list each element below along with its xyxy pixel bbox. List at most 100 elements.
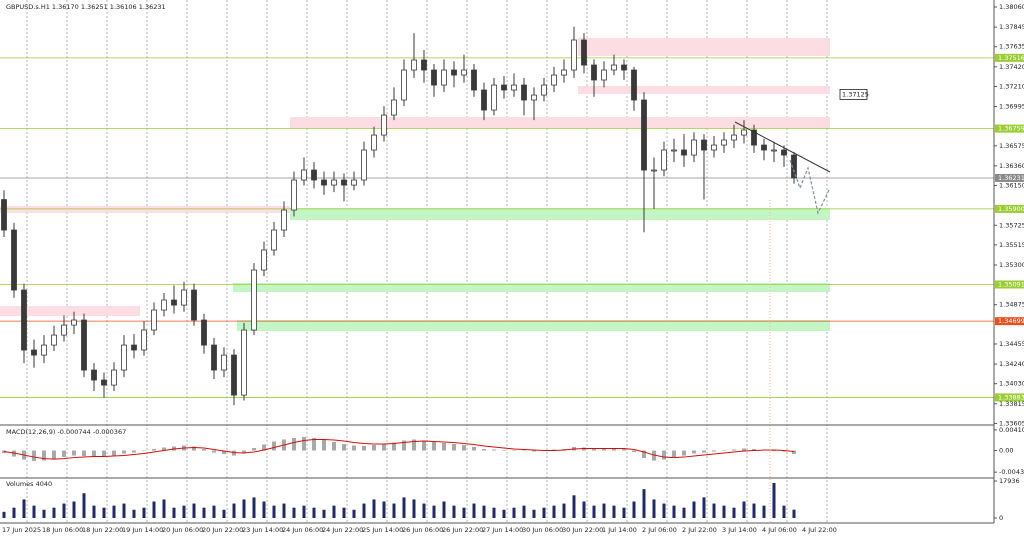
x-tick-label: 27 Jun 14:00	[482, 526, 523, 534]
candle-body	[401, 69, 407, 101]
volume-bar	[112, 505, 116, 518]
macd-bar	[32, 450, 36, 462]
volume-bar	[762, 505, 766, 518]
macd-bar	[512, 450, 516, 451]
volume-bar	[22, 499, 26, 518]
candle-body	[741, 129, 747, 136]
macd-bar	[462, 445, 466, 451]
volume-bar	[372, 499, 376, 518]
volume-bar	[362, 503, 366, 518]
volume-bar	[302, 505, 306, 518]
volume-bar	[312, 507, 316, 518]
macd-bar	[742, 448, 746, 451]
candle-body	[481, 89, 487, 111]
x-tick-label: 18 Jun 06:00	[42, 526, 83, 534]
price-level-tag	[995, 317, 1024, 326]
price-level-label: 1.37516	[998, 54, 1024, 62]
y-tick-label: 1.37420	[999, 63, 1024, 71]
volume-bar	[562, 503, 566, 518]
volume-bar	[712, 503, 716, 518]
projection-path	[789, 159, 831, 215]
y-tick-label: 1.36150	[999, 182, 1024, 190]
candle-body	[21, 289, 27, 351]
volume-bar	[582, 501, 586, 518]
chart-title: GBPUSD.s.H1 1.36170 1.36251 1.36106 1.36…	[6, 3, 166, 11]
signal-line	[3, 438, 795, 460]
volume-bar	[742, 501, 746, 518]
candle-body	[661, 149, 667, 171]
price-level-tag	[995, 393, 1024, 402]
candle-body	[561, 69, 567, 76]
volume-bar	[632, 501, 636, 518]
price-level-label: 1.35091	[998, 281, 1024, 289]
candle-body	[701, 139, 707, 151]
candle-body	[551, 74, 557, 86]
volume-bar	[352, 509, 356, 518]
volume-bar	[12, 507, 16, 518]
macd-bar	[712, 450, 716, 452]
macd-bar	[292, 437, 296, 451]
volume-bar	[512, 507, 516, 518]
candle-body	[1, 199, 7, 231]
macd-bar	[52, 450, 56, 460]
y-tick-label: 1.34875	[999, 301, 1024, 309]
volume-bar	[322, 509, 326, 518]
y-tick-label: 1.38060	[999, 3, 1024, 11]
macd-bar	[372, 445, 376, 451]
x-tick-label: 20 Jun 22:00	[202, 526, 243, 534]
macd-bar	[272, 441, 276, 451]
candle-body	[141, 329, 147, 351]
macd-bar	[172, 446, 176, 451]
macd-bar	[132, 450, 136, 453]
macd-bar	[472, 447, 476, 451]
y-tick-label: 1.37845	[999, 23, 1024, 31]
volume-bar	[332, 505, 336, 518]
candle-body	[331, 179, 337, 186]
volume-bar	[422, 503, 426, 518]
macd-bar	[382, 443, 386, 451]
volume-bar	[262, 501, 266, 518]
volume-bar	[62, 503, 66, 518]
macd-bar	[222, 450, 226, 455]
volume-title: Volumes 4040	[6, 480, 52, 488]
macd-bar	[592, 449, 596, 451]
candle-body	[291, 179, 297, 211]
candle-body	[541, 84, 547, 96]
volume-bar	[732, 507, 736, 518]
candle-body	[671, 149, 677, 152]
candle-body	[41, 344, 47, 356]
candle-body	[641, 99, 647, 171]
candle-body	[51, 334, 57, 346]
candle-body	[521, 84, 527, 101]
volume-bar	[192, 503, 196, 518]
candle-body	[461, 69, 467, 76]
price-zone	[290, 117, 830, 129]
price-level-label: 1.36759	[998, 125, 1024, 133]
candle-body	[451, 69, 457, 76]
macd-bar	[602, 449, 606, 451]
macd-bar	[42, 450, 46, 461]
candle-body	[611, 64, 617, 71]
candle-body	[771, 149, 777, 152]
price-zone	[0, 206, 290, 214]
volume-bar	[652, 499, 656, 518]
candle-body	[731, 134, 737, 141]
macd-bar	[502, 450, 506, 451]
x-tick-label: 25 Jun 14:00	[362, 526, 403, 534]
candle-body	[421, 59, 427, 71]
candle-body	[311, 169, 317, 181]
macd-bar	[392, 442, 396, 451]
y-tick-label: 0.00	[999, 447, 1013, 455]
x-tick-label: 19 Jun 14:00	[122, 526, 163, 534]
macd-bar	[192, 446, 196, 451]
volume-bar	[682, 507, 686, 518]
candle-body	[431, 69, 437, 86]
volume-bar	[412, 499, 416, 518]
price-zone	[237, 320, 830, 332]
volume-bar	[662, 503, 666, 518]
candle-body	[11, 229, 17, 291]
macd-bar	[702, 450, 706, 453]
volume-bar	[382, 501, 386, 518]
